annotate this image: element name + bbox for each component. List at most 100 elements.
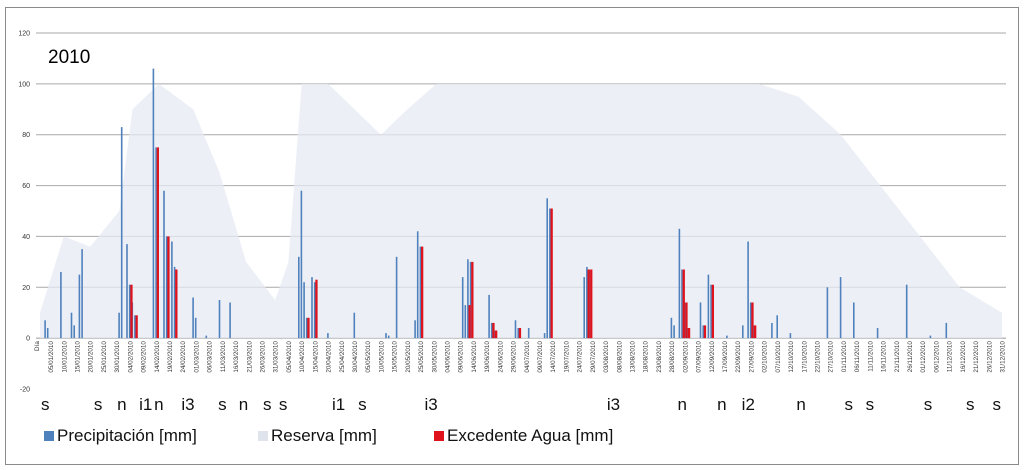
precipitacion-bar xyxy=(839,277,842,339)
event-annotation: i2 xyxy=(742,395,755,414)
x-tick-label: 17/09/2010 xyxy=(722,341,729,373)
excedente-bar xyxy=(703,325,707,339)
x-tick-label: 20/05/2010 xyxy=(405,341,412,373)
precipitacion-bar xyxy=(670,317,673,339)
legend-swatch xyxy=(44,431,54,441)
x-tick-label: 13/08/2010 xyxy=(630,341,637,373)
x-tick-label: 21/12/2010 xyxy=(973,341,980,373)
x-tick-label: 26/12/2010 xyxy=(986,341,993,373)
legend-swatch xyxy=(258,431,268,441)
y-tick-label: 20 xyxy=(22,285,30,292)
x-tick-label: 04/02/2010 xyxy=(127,341,134,373)
x-tick-label: 11/03/2010 xyxy=(220,341,227,373)
x-tick-label: 18/08/2010 xyxy=(643,341,650,373)
excedente-bar xyxy=(590,269,593,339)
precipitacion-bar xyxy=(826,287,829,339)
precipitacion-bar xyxy=(488,294,490,339)
x-tick-label: 25/04/2010 xyxy=(339,341,346,373)
excedente-bar xyxy=(175,269,178,339)
chart: -20 0 20 40 60 80 100 120 Día 05/01/2010 10/01/201… xyxy=(18,31,1007,446)
x-tick-label: 05/01/2010 xyxy=(48,341,55,373)
precipitacion-bar xyxy=(152,68,155,339)
excedente-bar xyxy=(685,302,688,339)
legend-item: Reserva [mm] xyxy=(258,426,377,445)
legend-label: Reserva [mm] xyxy=(271,426,377,445)
precipitacion-bar xyxy=(546,198,548,339)
precipitacion-bar xyxy=(305,317,308,339)
event-annotation: i3 xyxy=(607,395,620,414)
precipitacion-bar xyxy=(464,305,467,339)
event-annotation: n xyxy=(239,395,248,414)
x-tick-label: 01/03/2010 xyxy=(193,341,200,373)
excedente-bar xyxy=(687,328,691,339)
excedente-bar xyxy=(468,305,471,339)
event-annotation: s xyxy=(218,395,227,414)
precipitacion-bar xyxy=(385,333,387,339)
precipitacion-bar xyxy=(126,244,128,339)
excedente-bar xyxy=(471,261,474,339)
x-tick-label: 14/07/2010 xyxy=(550,341,557,373)
precipitacion-bar xyxy=(586,266,588,339)
event-annotation: s xyxy=(263,395,272,414)
event-annotation: s xyxy=(94,395,103,414)
precipitacion-bar xyxy=(876,328,879,339)
x-tick-label: 04/06/2010 xyxy=(445,341,452,373)
precipitacion-bar xyxy=(517,328,519,339)
precipitacion-bar xyxy=(163,190,165,339)
precipitacion-bar xyxy=(173,266,176,339)
event-annotation: n xyxy=(154,395,163,414)
x-tick-label: 07/10/2010 xyxy=(775,341,782,373)
excedente-bar xyxy=(495,330,498,339)
x-tick-label: 14/06/2010 xyxy=(471,341,478,373)
precipitacion-bar xyxy=(414,320,416,339)
precipitacion-bar xyxy=(387,335,390,339)
event-annotation: s xyxy=(279,395,288,414)
x-tick-label: 16/12/2010 xyxy=(960,341,967,373)
event-annotation: s xyxy=(844,395,853,414)
excedente-bar xyxy=(130,284,133,339)
x-tick-label: 05/05/2010 xyxy=(365,341,372,373)
precipitacion-bar xyxy=(549,208,551,339)
precipitacion-bar xyxy=(514,320,517,339)
precipitacion-bar xyxy=(120,127,123,339)
excedente-bar xyxy=(550,208,553,339)
precipitacion-bar xyxy=(311,277,313,339)
x-tick-label: 17/10/2010 xyxy=(801,341,808,373)
precipitacion-bar xyxy=(929,335,932,339)
precipitacion-bar xyxy=(776,315,778,339)
x-tick-label: 11/12/2010 xyxy=(947,341,954,373)
precipitacion-bar xyxy=(44,320,46,339)
x-tick-label: 25/01/2010 xyxy=(101,341,108,373)
event-annotation: s xyxy=(41,395,50,414)
x-tick-label: 27/10/2010 xyxy=(828,341,835,373)
x-tick-label: 31/12/2010 xyxy=(1000,341,1007,373)
y-tick-label: 100 xyxy=(18,81,30,88)
x-tick-label: 19/07/2010 xyxy=(563,341,570,373)
x-tick-label: 09/07/2010 xyxy=(537,341,544,373)
precipitacion-bar xyxy=(395,256,398,339)
x-tick-label: 14/02/2010 xyxy=(154,341,161,373)
precipitacion-bar xyxy=(469,261,472,339)
excedente-bar xyxy=(421,246,424,339)
x-tick-label: 16/11/2010 xyxy=(881,341,888,373)
x-tick-label: 06/03/2010 xyxy=(207,341,214,373)
event-annotation: i3 xyxy=(181,395,194,414)
precipitacion-bar xyxy=(298,256,300,339)
precipitacion-bar xyxy=(205,335,208,339)
event-annotation: n xyxy=(796,395,805,414)
excedente-bar xyxy=(682,269,685,339)
x-tick-label: 15/01/2010 xyxy=(75,341,82,373)
event-annotation: s xyxy=(358,395,367,414)
precipitacion-bar xyxy=(527,328,530,339)
precipitacion-bar xyxy=(300,190,303,339)
x-tick-label: 22/09/2010 xyxy=(735,341,742,373)
x-tick-label: 20/04/2010 xyxy=(326,341,333,373)
excedente-bar xyxy=(135,315,138,339)
x-tick-label: 01/11/2010 xyxy=(841,341,848,373)
excedente-bar xyxy=(587,269,590,339)
x-tick-label: 22/10/2010 xyxy=(815,341,822,373)
precipitacion-bar xyxy=(905,284,908,339)
event-annotation: n xyxy=(677,395,686,414)
y-tick-label: 0 xyxy=(26,336,30,343)
x-tick-label: 29/07/2010 xyxy=(590,341,597,373)
